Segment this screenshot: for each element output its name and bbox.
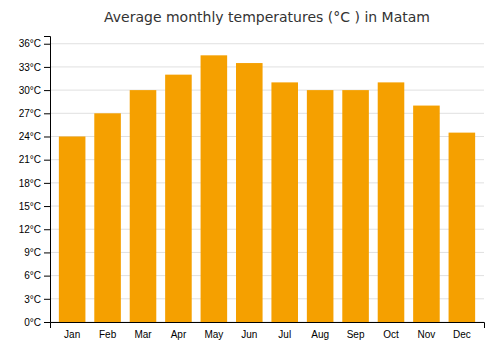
bar [201,55,228,322]
tick-mark [44,160,50,161]
bar [130,90,157,322]
tick-label: Nov [418,329,436,340]
tick-mark [44,322,50,323]
tick-mark [44,206,50,207]
axis-line [51,323,485,329]
tick-label: May [204,329,223,340]
tick: 15°C [19,201,50,212]
tick: 6°C [24,270,50,281]
tick: Apr [171,329,187,340]
tick: 9°C [24,247,50,258]
tick: 36°C [19,38,50,49]
tick: Sep [347,329,365,340]
tick-label: Dec [453,329,471,340]
x-axis: Jan Feb Mar Apr May Jun Jul Aug Sep Oct Nov Dec [51,323,485,341]
tick-label: Jan [64,329,80,340]
tick-mark [44,90,50,91]
tick-label: 3°C [24,294,41,305]
bar [165,75,192,322]
tick-label: 18°C [19,178,41,189]
tick-label: 36°C [19,38,41,49]
tick: Nov [418,329,436,340]
tick-label: 27°C [19,108,41,119]
tick-label: Oct [383,329,399,340]
chart: 0°C 3°C 6°C 9°C 12°C 15°C 18°C 21°C 24°C 27°C 30°C… [0,0,500,350]
tick-label: 24°C [19,131,41,142]
tick-mark [44,229,50,230]
bar [413,106,440,322]
tick-mark [44,276,50,277]
bar [236,63,263,322]
tick-label: Mar [134,329,152,340]
tick: Jan [64,329,80,340]
tick-mark [44,113,50,114]
bar [449,133,476,322]
grid-line [50,90,484,91]
tick-label: 33°C [19,62,41,73]
grid-line [50,66,484,67]
tick-mark [44,44,50,45]
y-axis: 0°C 3°C 6°C 9°C 12°C 15°C 18°C 21°C 24°C 27°C 30°C… [19,37,51,328]
tick: Jun [241,329,257,340]
bar [94,113,121,322]
tick-label: Jul [278,329,291,340]
tick-mark [44,299,50,300]
tick: 12°C [19,224,50,235]
tick: 3°C [24,294,50,305]
tick-label: Sep [347,329,365,340]
tick-label: 30°C [19,85,41,96]
bar [342,90,369,322]
tick: Aug [311,329,329,340]
grid [50,44,484,322]
bar [271,82,298,322]
tick-label: 6°C [24,270,41,281]
grid-line [50,43,484,44]
tick-mark [44,252,50,253]
tick: 0°C [24,317,50,328]
tick-label: Aug [311,329,329,340]
tick-mark [44,67,50,68]
tick-label: 21°C [19,154,41,165]
bars [59,55,475,322]
tick-label: Jun [241,329,257,340]
tick: Feb [99,329,117,340]
axis-line [44,37,51,323]
tick: Jul [278,329,291,340]
tick: 27°C [19,108,50,119]
tick: May [204,329,223,340]
tick: 21°C [19,154,50,165]
tick: 18°C [19,178,50,189]
tick: Oct [383,329,399,340]
title: Average monthly temperatures (°C ) in Ma… [104,9,430,25]
tick: Mar [134,329,152,340]
tick-label: 15°C [19,201,41,212]
tick-label: 12°C [19,224,41,235]
tick: 33°C [19,62,50,73]
bar [378,82,405,322]
tick-label: Apr [171,329,187,340]
tick: 24°C [19,131,50,142]
bar [307,90,334,322]
tick-mark [44,136,50,137]
tick-mark [44,183,50,184]
tick: 30°C [19,85,50,96]
tick: Dec [453,329,471,340]
bar [59,136,86,322]
tick-label: 0°C [24,317,41,328]
tick-label: 9°C [24,247,41,258]
tick-label: Feb [99,329,117,340]
